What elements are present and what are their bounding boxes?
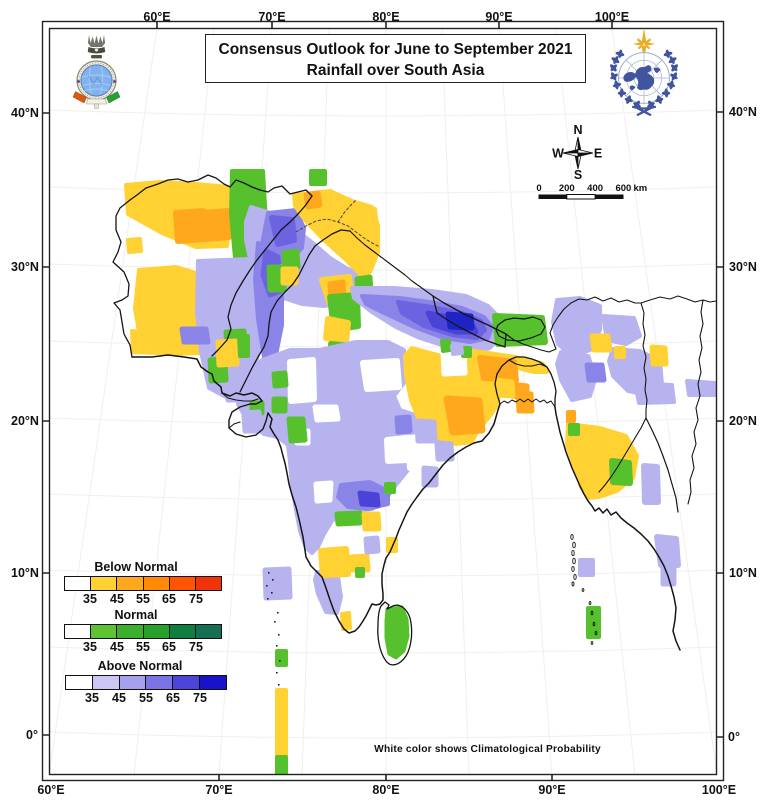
svg-text:0: 0	[536, 183, 541, 194]
svg-text:S: S	[574, 168, 582, 182]
svg-text:600: 600	[615, 183, 631, 194]
svg-text:km: km	[634, 183, 648, 194]
svg-text:200: 200	[559, 183, 575, 194]
svg-text:E: E	[594, 147, 602, 161]
svg-text:N: N	[573, 123, 582, 137]
svg-text:W: W	[552, 147, 564, 161]
svg-text:400: 400	[587, 183, 603, 194]
